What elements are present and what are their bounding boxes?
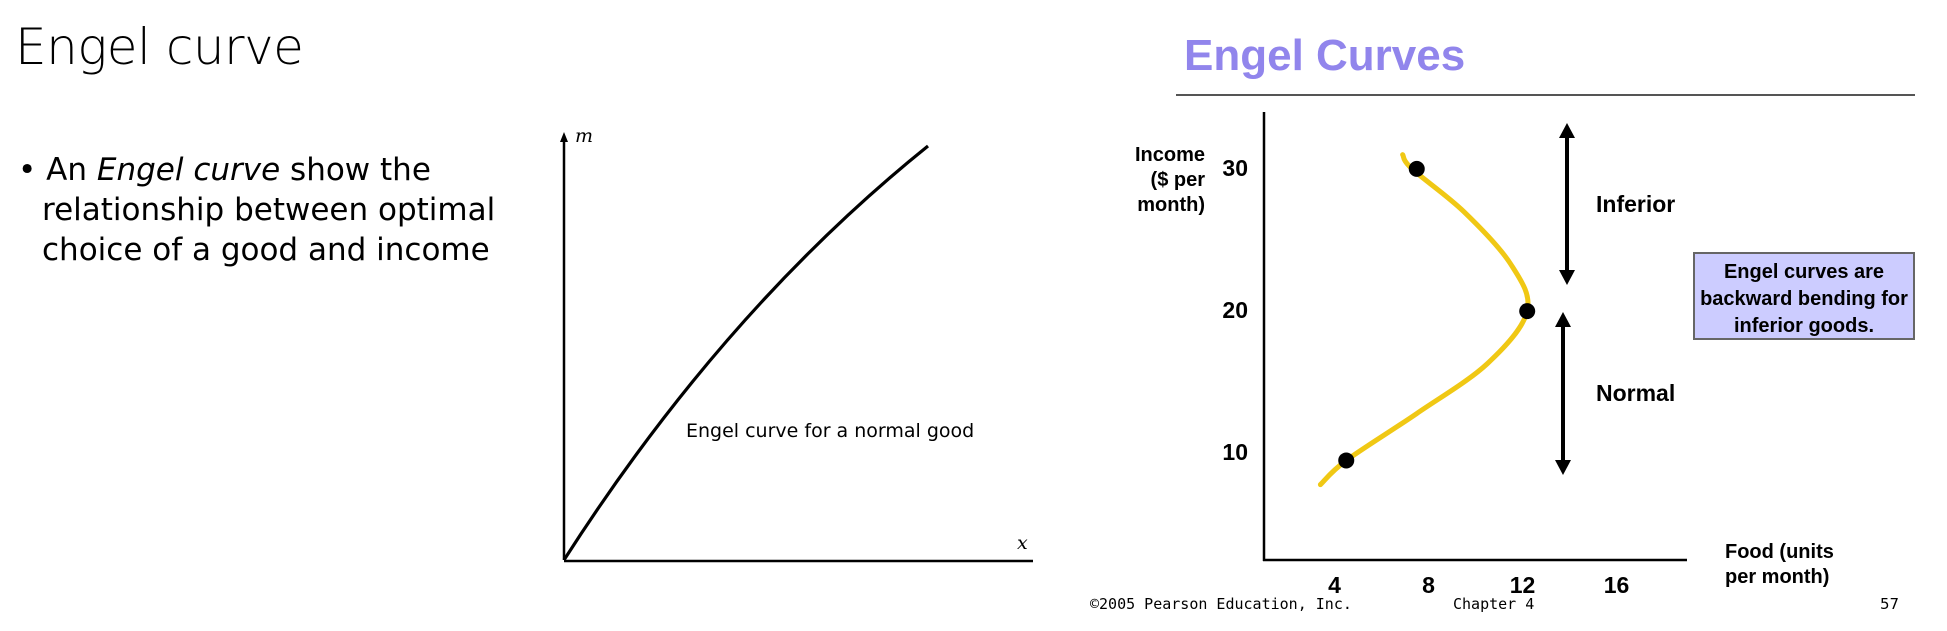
footer-chapter: Chapter 4 [1453, 595, 1535, 613]
inferior-goods-note: Engel curves are backward bending for in… [1693, 252, 1915, 340]
inferior-label: Inferior [1596, 191, 1676, 217]
bullet-prefix: An [46, 152, 97, 188]
x-tick-label: 8 [1422, 572, 1435, 598]
left-y-axis-arrow [560, 132, 568, 142]
inferior-arrow-head-up [1559, 123, 1575, 138]
engel-chart [1262, 112, 1687, 562]
chart-x-axis-label: Food (units per month) [1725, 541, 1834, 588]
left-y-axis-label: m [575, 125, 593, 147]
bullet-point: • An Engel curve show the relationship b… [18, 150, 542, 270]
y-tick-label: 20 [1222, 297, 1248, 324]
x-tick-label: 12 [1509, 572, 1536, 598]
footer-copyright: ©2005 Pearson Education, Inc. [1090, 595, 1352, 613]
engel-curve-line [1317, 152, 1531, 488]
bullet-suffix: show the relationship between optimal ch… [42, 152, 496, 268]
engel-point-1 [1338, 452, 1355, 469]
chart-title: Engel Curves [1184, 31, 1466, 80]
normal-good-engel-curve [562, 144, 930, 561]
title-divider [1176, 94, 1915, 96]
normal-arrow-head-up [1555, 312, 1571, 327]
engel-curve-points [1338, 160, 1536, 469]
engel-point-2 [1519, 303, 1536, 320]
normal-label: Normal [1596, 380, 1676, 406]
normal-good-curve-label: Engel curve for a normal good [686, 420, 974, 442]
engel-point-3 [1408, 160, 1425, 177]
x-tick-label: 16 [1603, 572, 1630, 598]
left-diagram: m x Engel curve for a normal good [560, 125, 1033, 563]
chart-y-axis-label: Income ($ per month) [1134, 144, 1205, 216]
x-tick-label: 4 [1328, 572, 1341, 598]
y-tick-label: 10 [1222, 439, 1248, 466]
inferior-arrow-head-down [1559, 270, 1575, 285]
bullet-marker: • [18, 152, 37, 188]
y-tick-label: 30 [1222, 154, 1248, 181]
footer-page-number: 57 [1880, 595, 1900, 613]
normal-arrow-head-down [1555, 460, 1571, 475]
slide-title: Engel curve [15, 18, 304, 76]
left-x-axis-label: x [1017, 532, 1028, 554]
bullet-emphasis: Engel curve [96, 152, 281, 188]
